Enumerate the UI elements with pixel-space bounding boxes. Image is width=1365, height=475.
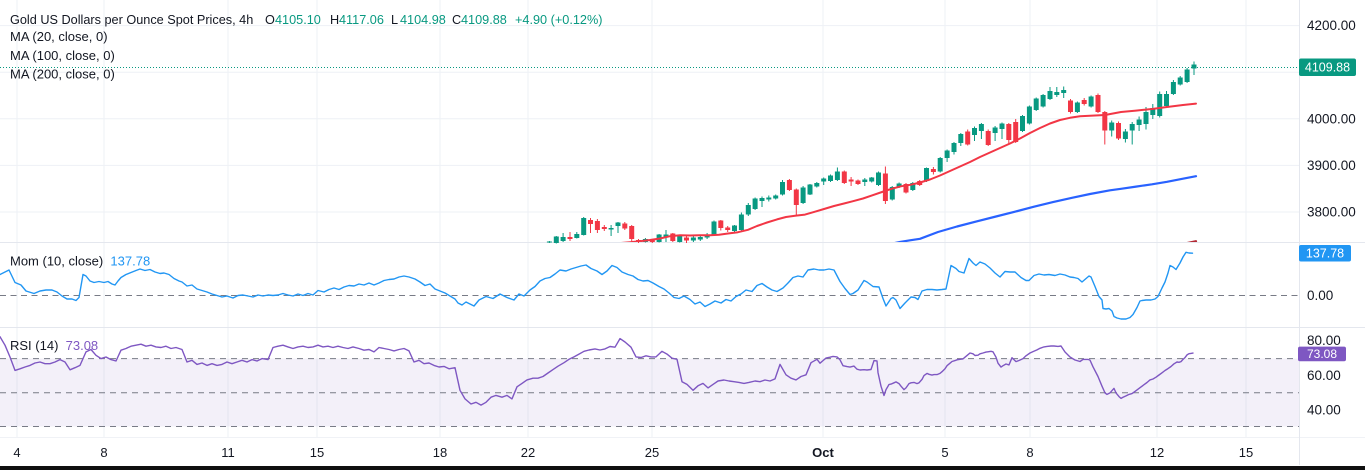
svg-text:H: H [330, 13, 339, 27]
svg-text:4117.06: 4117.06 [339, 13, 384, 27]
svg-text:137.78: 137.78 [1306, 246, 1344, 260]
svg-text:L: L [391, 13, 398, 27]
svg-text:15: 15 [310, 445, 324, 460]
svg-text:4: 4 [13, 445, 20, 460]
svg-text:C: C [452, 13, 461, 27]
svg-text:0.00: 0.00 [1307, 288, 1333, 303]
svg-text:MA (100, close, 0): MA (100, close, 0) [10, 48, 115, 63]
svg-text:4200.00: 4200.00 [1307, 18, 1356, 33]
svg-text:60.00: 60.00 [1307, 368, 1341, 383]
svg-text:4104.98: 4104.98 [400, 13, 446, 27]
svg-text:+4.90 (+0.12%): +4.90 (+0.12%) [515, 13, 602, 27]
svg-text:MA (200, close, 0): MA (200, close, 0) [10, 67, 115, 82]
svg-text:4000.00: 4000.00 [1307, 111, 1356, 126]
svg-text:4105.10: 4105.10 [275, 13, 321, 27]
svg-text:12: 12 [1150, 445, 1164, 460]
svg-text:40.00: 40.00 [1307, 402, 1341, 417]
svg-text:25: 25 [645, 445, 659, 460]
svg-text:8: 8 [100, 445, 107, 460]
svg-text:O: O [265, 13, 275, 27]
svg-text:18: 18 [433, 445, 447, 460]
svg-text:RSI (14) 73.08: RSI (14) 73.08 [10, 338, 98, 353]
svg-text:4109.88: 4109.88 [1305, 60, 1350, 74]
svg-text:73.08: 73.08 [1307, 347, 1337, 361]
svg-text:11: 11 [221, 445, 235, 460]
svg-text:3900.00: 3900.00 [1307, 158, 1356, 173]
svg-text:Mom (10, close) 137.78: Mom (10, close) 137.78 [10, 254, 150, 269]
svg-text:22: 22 [521, 445, 535, 460]
svg-text:4109.88: 4109.88 [461, 13, 507, 27]
svg-text:MA (20, close, 0): MA (20, close, 0) [10, 29, 108, 44]
svg-text:Oct: Oct [812, 445, 834, 460]
svg-text:3800.00: 3800.00 [1307, 205, 1356, 220]
svg-text:15: 15 [1239, 445, 1253, 460]
svg-text:Gold US Dollars per Ounce Spot: Gold US Dollars per Ounce Spot Prices, 4… [10, 13, 253, 27]
svg-text:8: 8 [1026, 445, 1033, 460]
svg-text:5: 5 [941, 445, 948, 460]
svg-text:80.00: 80.00 [1307, 333, 1341, 348]
